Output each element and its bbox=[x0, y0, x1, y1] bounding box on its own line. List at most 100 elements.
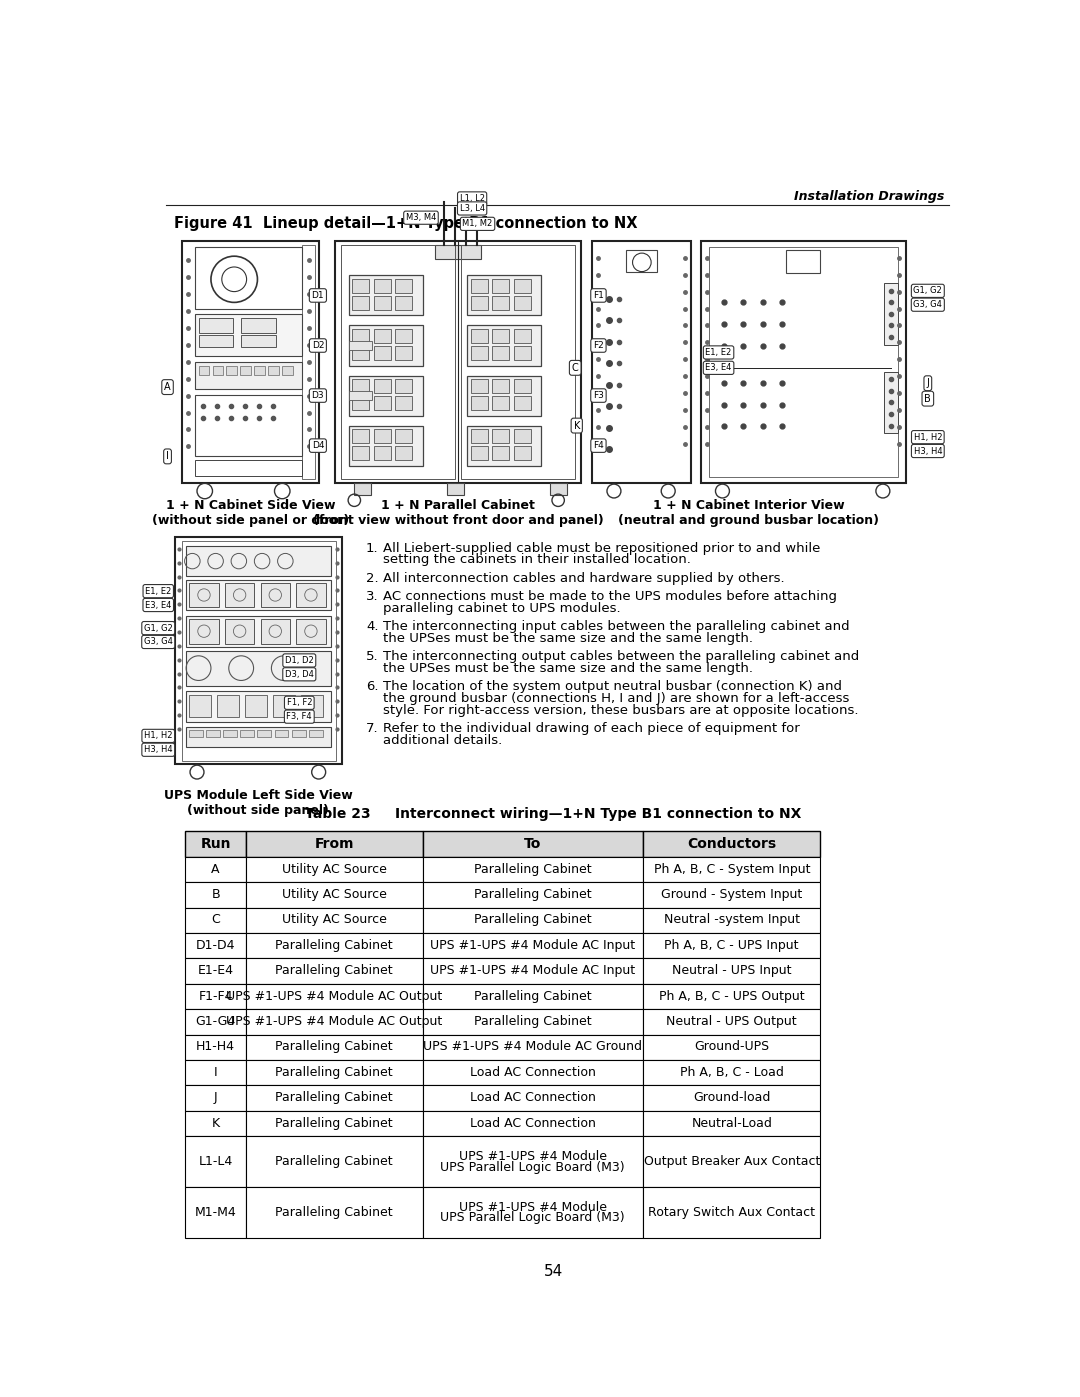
Text: 1 + N Cabinet Interior View
(neutral and ground busbar location): 1 + N Cabinet Interior View (neutral and… bbox=[619, 499, 879, 527]
Bar bbox=[471, 296, 488, 310]
Text: D4: D4 bbox=[312, 441, 324, 450]
Bar bbox=[422, 908, 644, 933]
Bar bbox=[241, 317, 276, 334]
Bar bbox=[186, 908, 246, 933]
Bar bbox=[213, 366, 224, 374]
Bar bbox=[189, 583, 218, 608]
Bar bbox=[246, 1111, 422, 1136]
Bar bbox=[224, 729, 238, 738]
Text: C: C bbox=[212, 914, 220, 926]
Text: 2.: 2. bbox=[366, 571, 379, 584]
Bar bbox=[471, 279, 488, 293]
Text: F3, F4: F3, F4 bbox=[286, 712, 312, 721]
Bar bbox=[186, 728, 332, 746]
Text: the UPSes must be the same size and the same length.: the UPSes must be the same size and the … bbox=[383, 631, 753, 644]
Bar bbox=[708, 247, 899, 478]
Bar bbox=[644, 1085, 820, 1111]
Bar bbox=[354, 483, 372, 495]
Bar bbox=[273, 696, 295, 717]
Bar bbox=[422, 1187, 644, 1238]
Bar bbox=[492, 380, 510, 393]
Bar bbox=[246, 1187, 422, 1238]
Bar bbox=[395, 397, 413, 411]
Bar bbox=[206, 729, 220, 738]
Bar bbox=[341, 244, 455, 479]
Bar bbox=[186, 1187, 246, 1238]
Bar bbox=[199, 335, 233, 346]
Text: UPS #1-UPS #4 Module: UPS #1-UPS #4 Module bbox=[459, 1150, 607, 1162]
Text: UPS #1-UPS #4 Module AC Ground: UPS #1-UPS #4 Module AC Ground bbox=[423, 1041, 643, 1053]
Bar bbox=[225, 583, 255, 608]
Bar bbox=[395, 447, 413, 460]
Bar bbox=[492, 429, 510, 443]
Bar bbox=[186, 856, 246, 882]
Text: Neutral-Load: Neutral-Load bbox=[691, 1116, 772, 1130]
Bar bbox=[217, 696, 239, 717]
Text: Rotary Switch Aux Contact: Rotary Switch Aux Contact bbox=[648, 1206, 815, 1220]
Bar bbox=[349, 391, 373, 400]
Text: B: B bbox=[924, 394, 931, 404]
Text: the UPSes must be the same size and the same length.: the UPSes must be the same size and the … bbox=[383, 662, 753, 675]
Bar bbox=[422, 856, 644, 882]
Bar bbox=[446, 483, 463, 495]
Text: Utility AC Source: Utility AC Source bbox=[282, 914, 387, 926]
Text: Utility AC Source: Utility AC Source bbox=[282, 862, 387, 876]
Bar bbox=[186, 983, 246, 1009]
Bar bbox=[199, 366, 210, 374]
Bar bbox=[246, 983, 422, 1009]
Bar bbox=[471, 429, 488, 443]
Text: UPS #1-UPS #4 Module AC Input: UPS #1-UPS #4 Module AC Input bbox=[430, 964, 635, 978]
Bar bbox=[422, 1111, 644, 1136]
Bar bbox=[422, 1035, 644, 1060]
Bar bbox=[374, 279, 391, 293]
Text: Neutral - UPS Input: Neutral - UPS Input bbox=[672, 964, 792, 978]
Text: H1, H2: H1, H2 bbox=[914, 433, 942, 441]
Text: UPS #1-UPS #4 Module AC Input: UPS #1-UPS #4 Module AC Input bbox=[430, 939, 635, 951]
Bar bbox=[186, 1035, 246, 1060]
Text: All Liebert-supplied cable must be repositioned prior to and while: All Liebert-supplied cable must be repos… bbox=[383, 542, 821, 555]
Bar bbox=[374, 380, 391, 393]
Bar bbox=[644, 1009, 820, 1035]
Bar bbox=[435, 244, 482, 258]
Bar bbox=[246, 958, 422, 983]
Text: J: J bbox=[214, 1091, 217, 1104]
Bar bbox=[514, 330, 531, 344]
Text: J: J bbox=[927, 379, 929, 388]
Bar bbox=[352, 346, 369, 360]
Bar bbox=[335, 240, 581, 483]
Bar bbox=[352, 397, 369, 411]
Bar bbox=[395, 429, 413, 443]
Text: C: C bbox=[571, 363, 579, 373]
Bar bbox=[644, 958, 820, 983]
Text: 1 + N Parallel Cabinet
(front view without front door and panel): 1 + N Parallel Cabinet (front view witho… bbox=[313, 499, 604, 527]
Bar bbox=[644, 856, 820, 882]
Bar bbox=[246, 908, 422, 933]
Text: G1, G2: G1, G2 bbox=[144, 623, 173, 633]
Text: the ground busbar (connections H, I and J) are shown for a left-access: the ground busbar (connections H, I and … bbox=[383, 692, 849, 704]
Bar bbox=[186, 831, 246, 856]
Text: F3: F3 bbox=[593, 391, 604, 400]
Bar bbox=[186, 1085, 246, 1111]
Text: Ph A, B, C - UPS Input: Ph A, B, C - UPS Input bbox=[664, 939, 799, 951]
Text: D1: D1 bbox=[312, 291, 324, 300]
Bar bbox=[885, 372, 899, 433]
Text: The interconnecting input cables between the paralleling cabinet and: The interconnecting input cables between… bbox=[383, 620, 850, 633]
Text: 54: 54 bbox=[544, 1264, 563, 1280]
Text: UPS Parallel Logic Board (M3): UPS Parallel Logic Board (M3) bbox=[441, 1161, 625, 1173]
Bar bbox=[422, 933, 644, 958]
Text: From: From bbox=[314, 837, 354, 851]
Bar bbox=[246, 933, 422, 958]
Text: E1-E4: E1-E4 bbox=[198, 964, 233, 978]
Bar bbox=[186, 651, 332, 686]
Text: 1 + N Cabinet Side View
(without side panel or door): 1 + N Cabinet Side View (without side pa… bbox=[152, 499, 349, 527]
Bar bbox=[349, 275, 422, 316]
Bar bbox=[282, 366, 293, 374]
Bar bbox=[352, 279, 369, 293]
Bar bbox=[395, 330, 413, 344]
Bar bbox=[422, 1085, 644, 1111]
Bar bbox=[195, 362, 302, 390]
Bar bbox=[186, 933, 246, 958]
Bar bbox=[885, 284, 899, 345]
Bar bbox=[492, 279, 510, 293]
Text: E1, E2: E1, E2 bbox=[705, 348, 732, 358]
